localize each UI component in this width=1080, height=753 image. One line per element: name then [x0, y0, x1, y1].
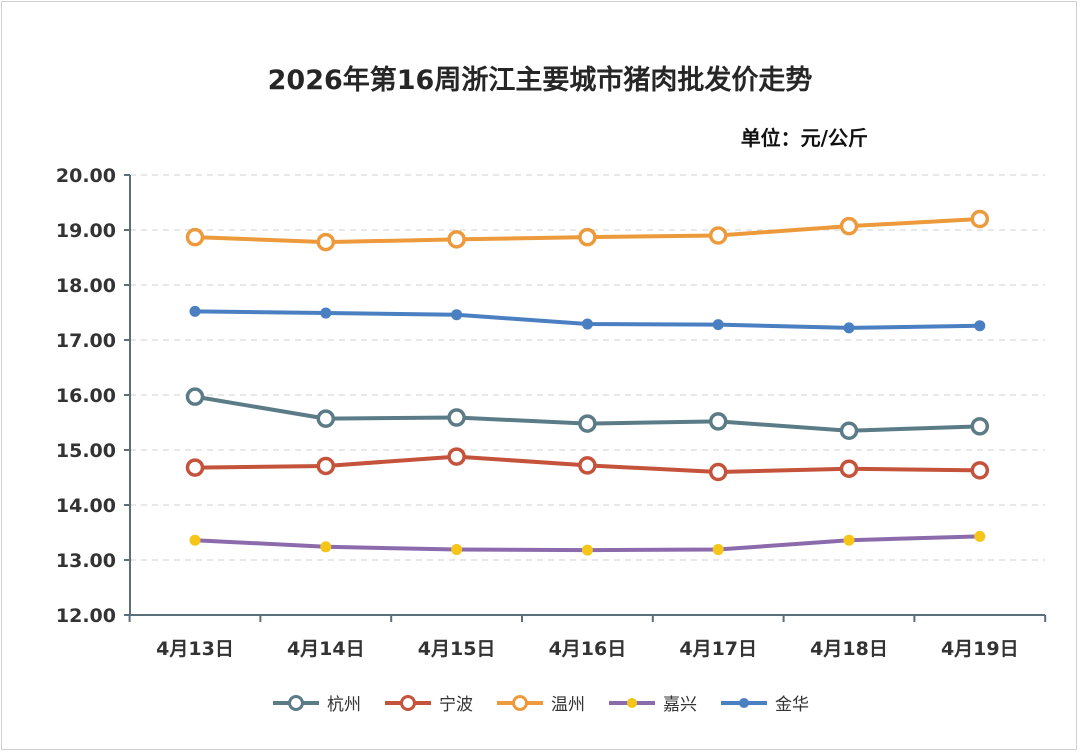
- legend-label: 杭州: [327, 695, 361, 715]
- data-point: [578, 227, 597, 247]
- data-point: [970, 417, 990, 436]
- data-point: [185, 227, 205, 247]
- legend-item: 温州: [495, 690, 585, 715]
- x-tick-label: 4月17日: [679, 638, 757, 660]
- data-point: [447, 230, 466, 249]
- x-tick-label: 4月18日: [810, 638, 888, 660]
- legend-swatch-icon: [609, 697, 655, 708]
- y-tick-label: 18.00: [56, 275, 116, 297]
- data-point: [708, 226, 728, 245]
- data-point: [581, 544, 593, 556]
- x-tick-label: 4月13日: [156, 638, 234, 660]
- data-point: [839, 459, 859, 478]
- data-point: [708, 412, 728, 431]
- legend-swatch-icon: [273, 694, 319, 711]
- y-tick-label: 12.00: [56, 605, 116, 627]
- data-point: [185, 458, 205, 477]
- legend-swatch-icon: [385, 694, 431, 711]
- y-tick-label: 16.00: [56, 385, 116, 407]
- y-tick-label: 19.00: [56, 220, 116, 242]
- data-point: [839, 216, 859, 236]
- line-chart-plot: 12.00 13.00 14.00 15.00 16.00 17.00 18.00 19.00…: [56, 165, 1047, 660]
- data-point: [451, 544, 463, 556]
- x-tick-label: 4月15日: [418, 638, 496, 660]
- legend-swatch-icon: [721, 697, 767, 708]
- legend-label: 宁波: [439, 695, 473, 715]
- data-point: [974, 530, 986, 542]
- chart-legend: 杭州 宁波 温州 嘉兴 金华: [0, 690, 1080, 715]
- data-point: [447, 447, 466, 466]
- legend-swatch-icon: [497, 694, 543, 711]
- data-point: [185, 387, 205, 406]
- data-point: [447, 408, 466, 427]
- data-point: [708, 462, 728, 482]
- data-point: [712, 544, 724, 556]
- data-point: [316, 409, 336, 428]
- data-point: [578, 414, 597, 433]
- data-point: [189, 305, 201, 317]
- legend-item: 嘉兴: [607, 690, 697, 715]
- data-point: [320, 307, 332, 319]
- data-point: [843, 322, 855, 334]
- data-point: [578, 456, 597, 475]
- data-point: [581, 318, 593, 330]
- data-point: [970, 461, 990, 480]
- data-point: [320, 541, 332, 553]
- y-tick-label: 14.00: [56, 495, 116, 517]
- y-tick-label: 17.00: [56, 330, 116, 352]
- legend-label: 嘉兴: [663, 695, 697, 715]
- x-tick-label: 4月16日: [549, 638, 627, 660]
- chart-title: 2026年第16周浙江主要城市猪肉批发价走势: [267, 65, 813, 96]
- legend-item: 金华: [719, 690, 809, 715]
- data-point: [843, 534, 855, 546]
- x-tick-label: 4月14日: [287, 638, 365, 660]
- x-tick-label: 4月19日: [941, 638, 1019, 660]
- y-tick-label: 15.00: [56, 440, 116, 462]
- data-point: [970, 209, 990, 229]
- unit-label: 单位：元/公斤: [740, 126, 868, 150]
- y-tick-label: 20.00: [56, 165, 116, 187]
- legend-label: 温州: [551, 695, 585, 715]
- data-point: [974, 320, 986, 332]
- data-point: [839, 421, 859, 440]
- data-point: [316, 232, 336, 252]
- data-point: [451, 309, 463, 321]
- data-point: [712, 319, 724, 331]
- legend-item: 宁波: [383, 690, 473, 715]
- legend-item: 杭州: [271, 690, 361, 715]
- legend-label: 金华: [775, 695, 809, 715]
- y-tick-label: 13.00: [56, 550, 116, 572]
- data-point: [316, 456, 336, 476]
- data-point: [189, 534, 201, 546]
